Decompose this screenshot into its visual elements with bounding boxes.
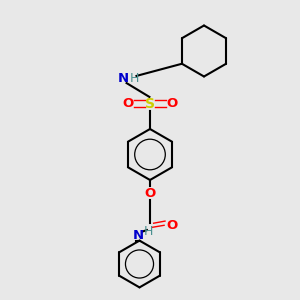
Text: N: N xyxy=(133,229,144,242)
Text: O: O xyxy=(144,187,156,200)
Text: H: H xyxy=(143,225,153,238)
Text: S: S xyxy=(145,97,155,110)
Text: O: O xyxy=(166,97,177,110)
Text: O: O xyxy=(123,97,134,110)
Text: H: H xyxy=(130,72,139,86)
Text: N: N xyxy=(118,72,129,86)
Text: O: O xyxy=(166,219,177,232)
